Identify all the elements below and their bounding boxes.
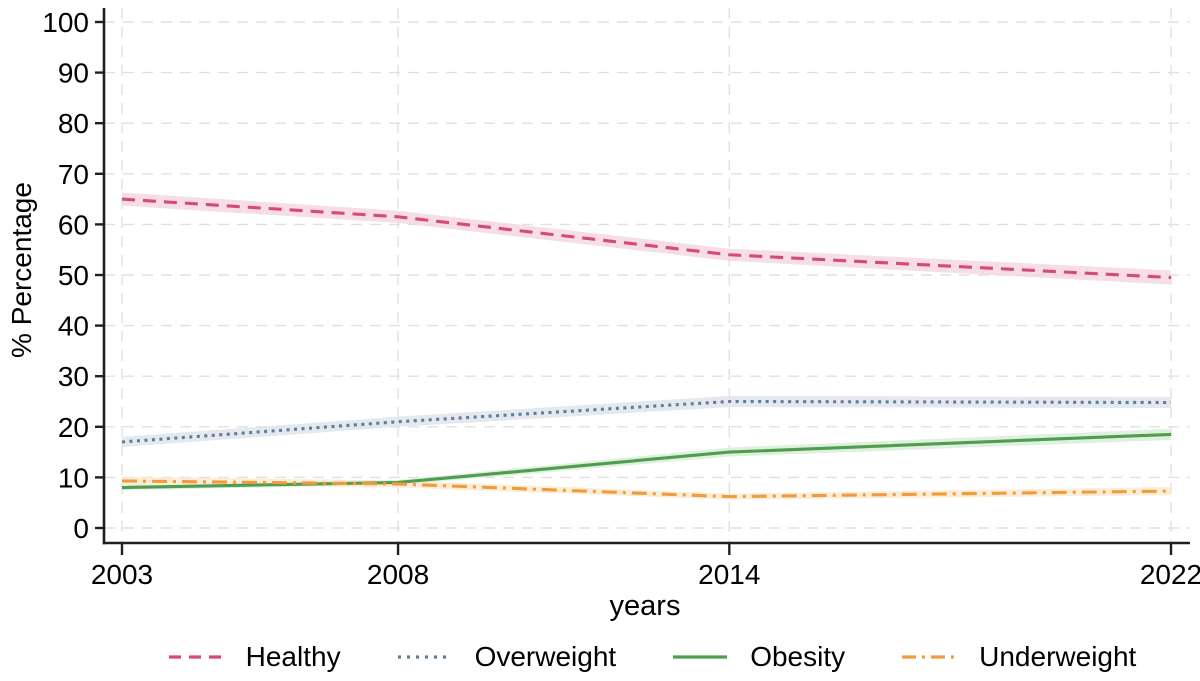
y-tick-label-10: 10 (58, 462, 89, 493)
y-tick-label-70: 70 (58, 159, 89, 190)
y-tick-label-20: 20 (58, 412, 89, 443)
y-tick-label-0: 0 (73, 513, 89, 544)
legend-label-healthy: Healthy (245, 641, 341, 672)
legend-marker-obesity (673, 655, 728, 659)
ci-band-underweight (122, 476, 1171, 500)
y-tick-label-90: 90 (58, 58, 89, 89)
series-line-obesity (121, 432, 1172, 490)
y-axis-title: % Percentage (6, 182, 37, 358)
y-tick-label-60: 60 (58, 209, 89, 240)
legend-item-healthy: Healthy (168, 641, 341, 673)
legend-item-underweight: Underweight (901, 641, 1136, 673)
series-line-underweight (121, 479, 1172, 499)
series-line-overweight (121, 399, 1171, 444)
legend-label-obesity: Obesity (750, 641, 846, 672)
legend-label-overweight: Overweight (474, 641, 617, 672)
y-tick-label-40: 40 (58, 311, 89, 342)
legend-item-obesity: Obesity (672, 641, 845, 673)
legend-label-underweight: Underweight (979, 641, 1137, 672)
legend-marker-healthy (168, 655, 223, 659)
y-tick-label-100: 100 (42, 7, 89, 38)
legend: Healthy Overweight Obesity Underweight (104, 641, 1200, 673)
y-tick-label-30: 30 (58, 361, 89, 392)
legend-marker-overweight (397, 655, 452, 659)
x-axis-title: years (609, 590, 681, 622)
x-tick-label-2014: 2014 (698, 559, 760, 590)
x-tick-label-2008: 2008 (367, 559, 429, 590)
legend-marker-underweight (902, 655, 957, 659)
series-line-healthy (121, 197, 1172, 280)
x-tick-label-2003: 2003 (91, 559, 153, 590)
y-tick-label-50: 50 (58, 260, 89, 291)
legend-item-overweight: Overweight (397, 641, 617, 673)
y-tick-label-80: 80 (58, 108, 89, 139)
x-tick-label-2022: 2022 (1140, 559, 1200, 590)
